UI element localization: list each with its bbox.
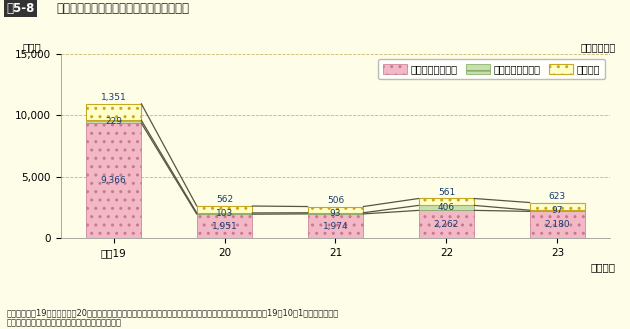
- Bar: [307, 207, 364, 213]
- Bar: [530, 210, 585, 211]
- Text: 9,366: 9,366: [101, 176, 127, 185]
- Bar: [197, 206, 252, 213]
- Bar: [86, 120, 141, 123]
- Bar: [530, 211, 585, 238]
- Text: 103: 103: [216, 209, 233, 218]
- Text: 97: 97: [552, 206, 563, 215]
- Text: 公務災害及び通勤災害の認定件数の推移: 公務災害及び通勤災害の認定件数の推移: [57, 2, 190, 15]
- Text: （注）　平成19年度から平成20年度にかけて認定件数が著しく減少しているのは、日本郵政公社の民営化（平成19年10月1日）により、補
　　　償法適用対象職員数が: （注） 平成19年度から平成20年度にかけて認定件数が著しく減少しているのは、日…: [6, 308, 338, 327]
- Text: （単位：件）: （単位：件）: [580, 42, 616, 52]
- Bar: [530, 203, 585, 210]
- Text: 1,974: 1,974: [323, 221, 348, 231]
- Text: （年度）: （年度）: [590, 262, 616, 272]
- Text: 229: 229: [105, 117, 122, 126]
- Bar: [307, 214, 364, 238]
- Bar: [419, 198, 474, 205]
- Text: 2,180: 2,180: [544, 220, 570, 229]
- Bar: [86, 104, 141, 120]
- Text: 93: 93: [329, 209, 341, 218]
- Text: 561: 561: [438, 188, 455, 197]
- Text: 1,951: 1,951: [212, 222, 238, 231]
- Bar: [86, 123, 141, 238]
- Legend: 公務災害（負傷）, 公務災害（疾病）, 通勤災害: 公務災害（負傷）, 公務災害（疾病）, 通勤災害: [378, 59, 605, 79]
- Text: （件）: （件）: [23, 42, 41, 52]
- Text: 406: 406: [438, 203, 455, 213]
- Bar: [197, 213, 252, 214]
- Bar: [197, 214, 252, 238]
- Bar: [419, 210, 474, 238]
- Text: 1,351: 1,351: [101, 93, 127, 102]
- Bar: [307, 213, 364, 214]
- Text: 2,262: 2,262: [434, 220, 459, 229]
- Bar: [419, 205, 474, 210]
- Text: 562: 562: [216, 195, 233, 204]
- Text: 506: 506: [327, 196, 344, 205]
- Text: 623: 623: [549, 192, 566, 201]
- Text: 図5-8: 図5-8: [6, 2, 35, 15]
